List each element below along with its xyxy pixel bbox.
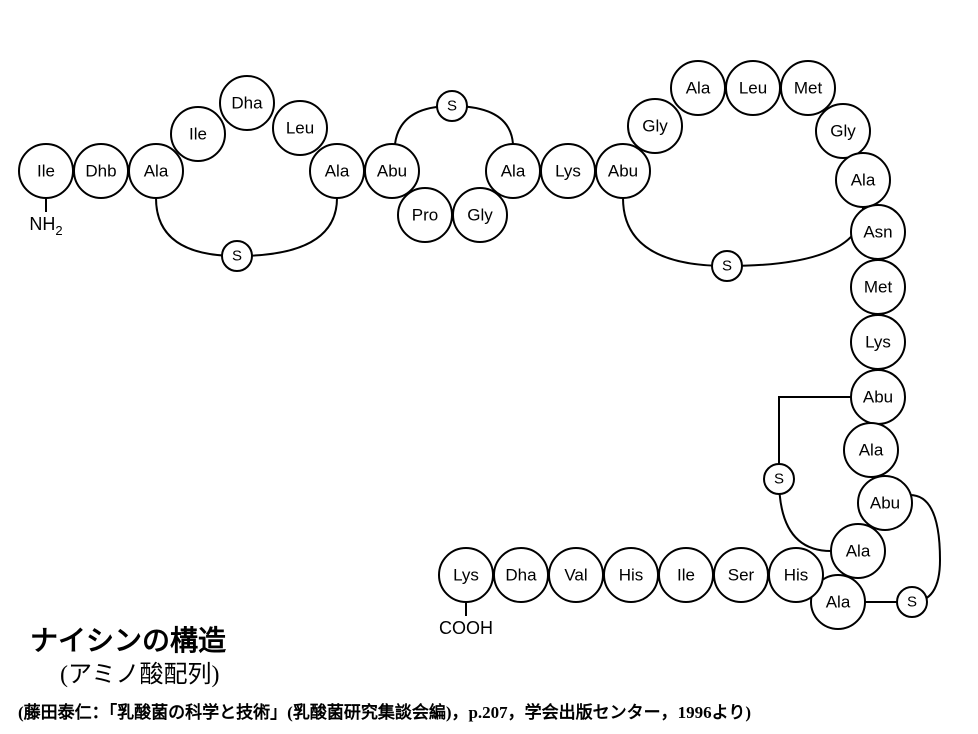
residue-label: Ile xyxy=(677,566,695,585)
n-terminal-label: NH2 xyxy=(29,214,62,238)
nisin-structure-diagram: Ile Dhb Ala Ile Dha Leu Ala Abu Pro Gly Ala Lys Abu G… xyxy=(0,0,978,734)
residue-label: Ala xyxy=(846,542,871,561)
residue-label: Asn xyxy=(863,223,892,242)
residue-label: Ala xyxy=(859,441,884,460)
residue-label: Abu xyxy=(377,162,407,181)
residue-label: Val xyxy=(564,566,587,585)
residue-label: Leu xyxy=(739,79,767,98)
residue-label: Dhb xyxy=(85,162,116,181)
residue-label: Met xyxy=(864,278,893,297)
title-main: ナイシンの構造 xyxy=(30,625,226,657)
residue-label: Ile xyxy=(189,125,207,144)
sulfur-bridge xyxy=(779,397,851,479)
residue-label: His xyxy=(619,566,644,585)
title-sub: (アミノ酸配列) xyxy=(60,661,220,688)
terminals-group: NH2 COOH xyxy=(29,198,493,638)
residue-label: Ala xyxy=(144,162,169,181)
residue-label: Abu xyxy=(863,388,893,407)
residue-label: Lys xyxy=(555,162,581,181)
citation: (藤田泰仁：「乳酸菌の科学と技術」(乳酸菌研究集談会編)，p.207，学会出版セ… xyxy=(18,702,751,722)
residue-label: Ala xyxy=(501,162,526,181)
sulfur-label: S xyxy=(774,471,784,488)
residue-label: Gly xyxy=(830,122,856,141)
residue-label: Abu xyxy=(870,494,900,513)
sulfur-label: S xyxy=(907,594,917,611)
residue-label: Dha xyxy=(231,94,263,113)
sulfur-label: S xyxy=(722,258,732,275)
residue-label: Ile xyxy=(37,162,55,181)
sulfur-label: S xyxy=(232,248,242,265)
residue-label: Met xyxy=(794,79,823,98)
residues-group: Ile Dhb Ala Ile Dha Leu Ala Abu Pro Gly Ala Lys Abu G… xyxy=(19,61,912,629)
residue-label: Ser xyxy=(728,566,755,585)
c-terminal-label: COOH xyxy=(439,618,493,638)
residue-label: Lys xyxy=(865,333,891,352)
titles-group: ナイシンの構造 (アミノ酸配列) (藤田泰仁：「乳酸菌の科学と技術」(乳酸菌研究… xyxy=(18,625,751,722)
residue-label: Pro xyxy=(412,206,438,225)
residue-label: Ala xyxy=(826,593,851,612)
sulfur-bridge xyxy=(910,495,940,602)
residue-label: Lys xyxy=(453,566,479,585)
residue-label: Ala xyxy=(686,79,711,98)
residue-label: Ala xyxy=(325,162,350,181)
residue-label: Ala xyxy=(851,171,876,190)
residue-label: Gly xyxy=(642,117,668,136)
sulfur-bridge xyxy=(623,198,863,266)
residue-label: Leu xyxy=(286,119,314,138)
residue-label: Gly xyxy=(467,206,493,225)
residue-label: Dha xyxy=(505,566,537,585)
residue-label: Abu xyxy=(608,162,638,181)
sulfur-label: S xyxy=(447,98,457,115)
residue-label: His xyxy=(784,566,809,585)
